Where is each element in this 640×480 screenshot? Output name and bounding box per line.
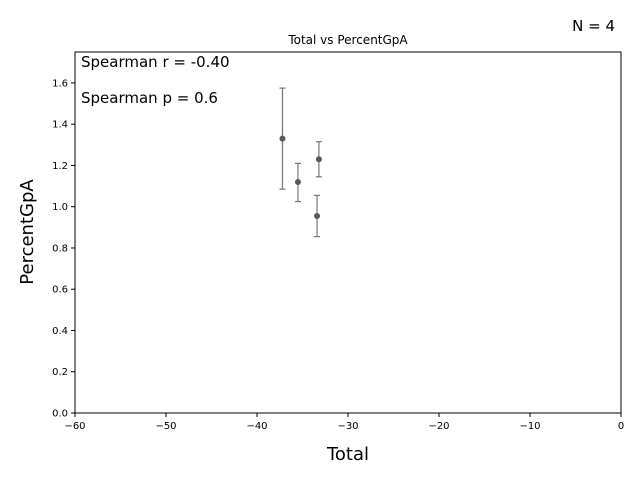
- data-point: [314, 212, 321, 219]
- y-axis: 0.0 0.2 0.4 0.6 0.8 1.0 1.2 1.4 1.6: [52, 78, 75, 420]
- x-tick-label: −10: [519, 421, 540, 432]
- x-axis-label: Total: [326, 444, 369, 465]
- y-tick-label: 0.4: [52, 326, 68, 337]
- data-point: [315, 156, 322, 163]
- x-tick-label: −60: [64, 421, 85, 432]
- y-tick-label: 1.6: [52, 78, 68, 89]
- y-tick-label: 1.4: [52, 120, 68, 131]
- x-tick-label: −30: [337, 421, 358, 432]
- x-tick-label: −50: [155, 421, 176, 432]
- x-axis: −60 −50 −40 −30 −20 −10 0: [64, 413, 624, 432]
- y-tick-label: 1.0: [52, 202, 68, 213]
- y-tick-label: 0.6: [52, 285, 68, 296]
- x-tick-label: 0: [618, 421, 624, 432]
- x-tick-label: −20: [428, 421, 449, 432]
- x-tick-label: −40: [246, 421, 267, 432]
- point-layer: [279, 135, 322, 219]
- n-annotation: N = 4: [572, 17, 615, 35]
- y-tick-label: 1.2: [52, 161, 68, 172]
- y-tick-label: 0.0: [52, 409, 68, 420]
- y-tick-label: 0.2: [52, 367, 68, 378]
- spearman-p-annotation: Spearman p = 0.6: [81, 89, 218, 107]
- y-tick-label: 0.8: [52, 243, 68, 254]
- chart-title: Total vs PercentGpA: [287, 33, 408, 47]
- spearman-r-annotation: Spearman r = -0.40: [81, 53, 230, 71]
- y-axis-label: PercentGpA: [17, 179, 38, 285]
- data-point: [294, 178, 301, 185]
- data-point: [279, 135, 286, 142]
